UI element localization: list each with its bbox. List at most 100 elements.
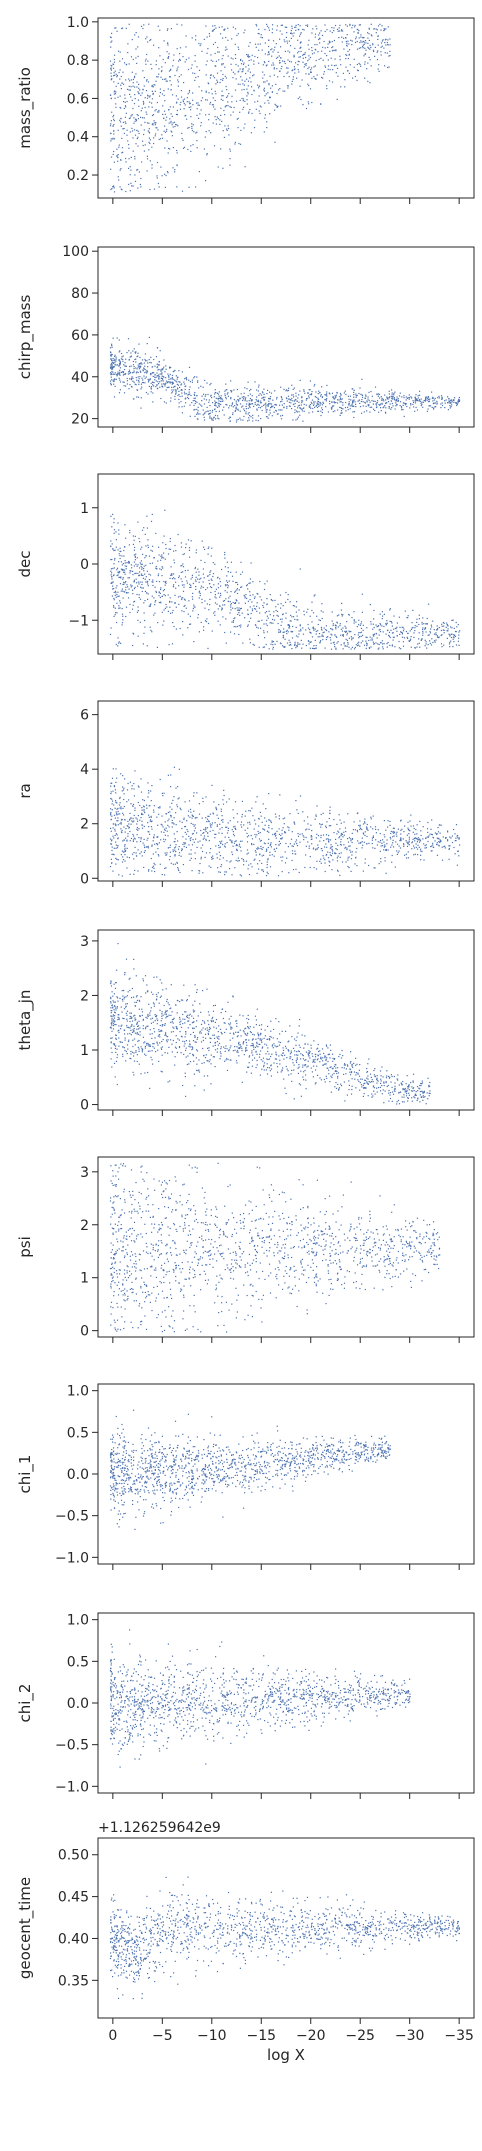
scatter-point [269, 392, 270, 393]
scatter-point [146, 114, 147, 115]
scatter-point [401, 409, 402, 410]
scatter-point [323, 60, 324, 61]
scatter-point [298, 402, 299, 403]
scatter-point [229, 868, 230, 869]
scatter-point [218, 845, 219, 846]
scatter-point [427, 400, 428, 401]
scatter-point [147, 599, 148, 600]
scatter-point [204, 398, 205, 399]
scatter-point [264, 118, 265, 119]
scatter-point [232, 829, 233, 830]
scatter-point [335, 396, 336, 397]
scatter-point [370, 59, 371, 60]
scatter-point [176, 381, 177, 382]
scatter-point [113, 581, 114, 582]
scatter-point [381, 25, 382, 26]
scatter-point [232, 404, 233, 405]
scatter-point [318, 835, 319, 836]
scatter-point [199, 86, 200, 87]
scatter-point [258, 87, 259, 88]
scatter-point [165, 62, 166, 63]
scatter-point [317, 407, 318, 408]
scatter-point [383, 406, 384, 407]
scatter-point [248, 835, 249, 836]
scatter-point [441, 646, 442, 647]
scatter-point [110, 786, 111, 787]
scatter-point [316, 631, 317, 632]
scatter-point [357, 49, 358, 50]
scatter-point [433, 403, 434, 404]
scatter-point [432, 400, 433, 401]
scatter-point [272, 29, 273, 30]
scatter-point [342, 30, 343, 31]
scatter-point [161, 569, 162, 570]
scatter-point [220, 593, 221, 594]
scatter-point [183, 101, 184, 102]
scatter-point [164, 126, 165, 127]
scatter-point [224, 871, 225, 872]
scatter-point [206, 64, 207, 65]
scatter-point [376, 28, 377, 29]
scatter-point [271, 56, 272, 57]
scatter-point [427, 618, 428, 619]
scatter-point [397, 397, 398, 398]
scatter-point [291, 648, 292, 649]
scatter-point [220, 581, 221, 582]
scatter-point [149, 189, 150, 190]
scatter-point [119, 351, 120, 352]
scatter-point [135, 121, 136, 122]
scatter-point [125, 191, 126, 192]
scatter-point [240, 574, 241, 575]
scatter-point [199, 413, 200, 414]
scatter-point [271, 406, 272, 407]
scatter-point [238, 47, 239, 48]
scatter-point [374, 410, 375, 411]
scatter-point [370, 604, 371, 605]
scatter-point [337, 99, 338, 100]
scatter-point [172, 384, 173, 385]
scatter-point [280, 62, 281, 63]
scatter-point [396, 834, 397, 835]
scatter-point [120, 121, 121, 122]
scatter-point [355, 622, 356, 623]
scatter-point [244, 410, 245, 411]
scatter-point [334, 65, 335, 66]
scatter-point [118, 824, 119, 825]
scatter-point [408, 851, 409, 852]
scatter-point [133, 372, 134, 373]
scatter-point [399, 627, 400, 628]
scatter-point [118, 608, 119, 609]
scatter-point [320, 837, 321, 838]
scatter-point [155, 122, 156, 123]
scatter-point [157, 848, 158, 849]
scatter-point [143, 102, 144, 103]
scatter-point [195, 61, 196, 62]
scatter-point [258, 400, 259, 401]
scatter-point [249, 412, 250, 413]
scatter-point [223, 790, 224, 791]
scatter-point [350, 838, 351, 839]
scatter-point [136, 63, 137, 64]
scatter-point [138, 380, 139, 381]
scatter-point [292, 81, 293, 82]
scatter-point [387, 53, 388, 54]
scatter-point [386, 402, 387, 403]
scatter-point [149, 132, 150, 133]
scatter-point [112, 549, 113, 550]
scatter-point [199, 113, 200, 114]
scatter-point [120, 558, 121, 559]
scatter-point [326, 85, 327, 86]
scatter-point [376, 405, 377, 406]
scatter-point [132, 609, 133, 610]
scatter-point [432, 621, 433, 622]
scatter-point [152, 366, 153, 367]
scatter-point [353, 394, 354, 395]
scatter-point [351, 44, 352, 45]
scatter-point [209, 574, 210, 575]
scatter-point [228, 134, 229, 135]
scatter-point [387, 42, 388, 43]
scatter-point [197, 569, 198, 570]
scatter-point [318, 39, 319, 40]
scatter-point [226, 77, 227, 78]
scatter-point [293, 394, 294, 395]
